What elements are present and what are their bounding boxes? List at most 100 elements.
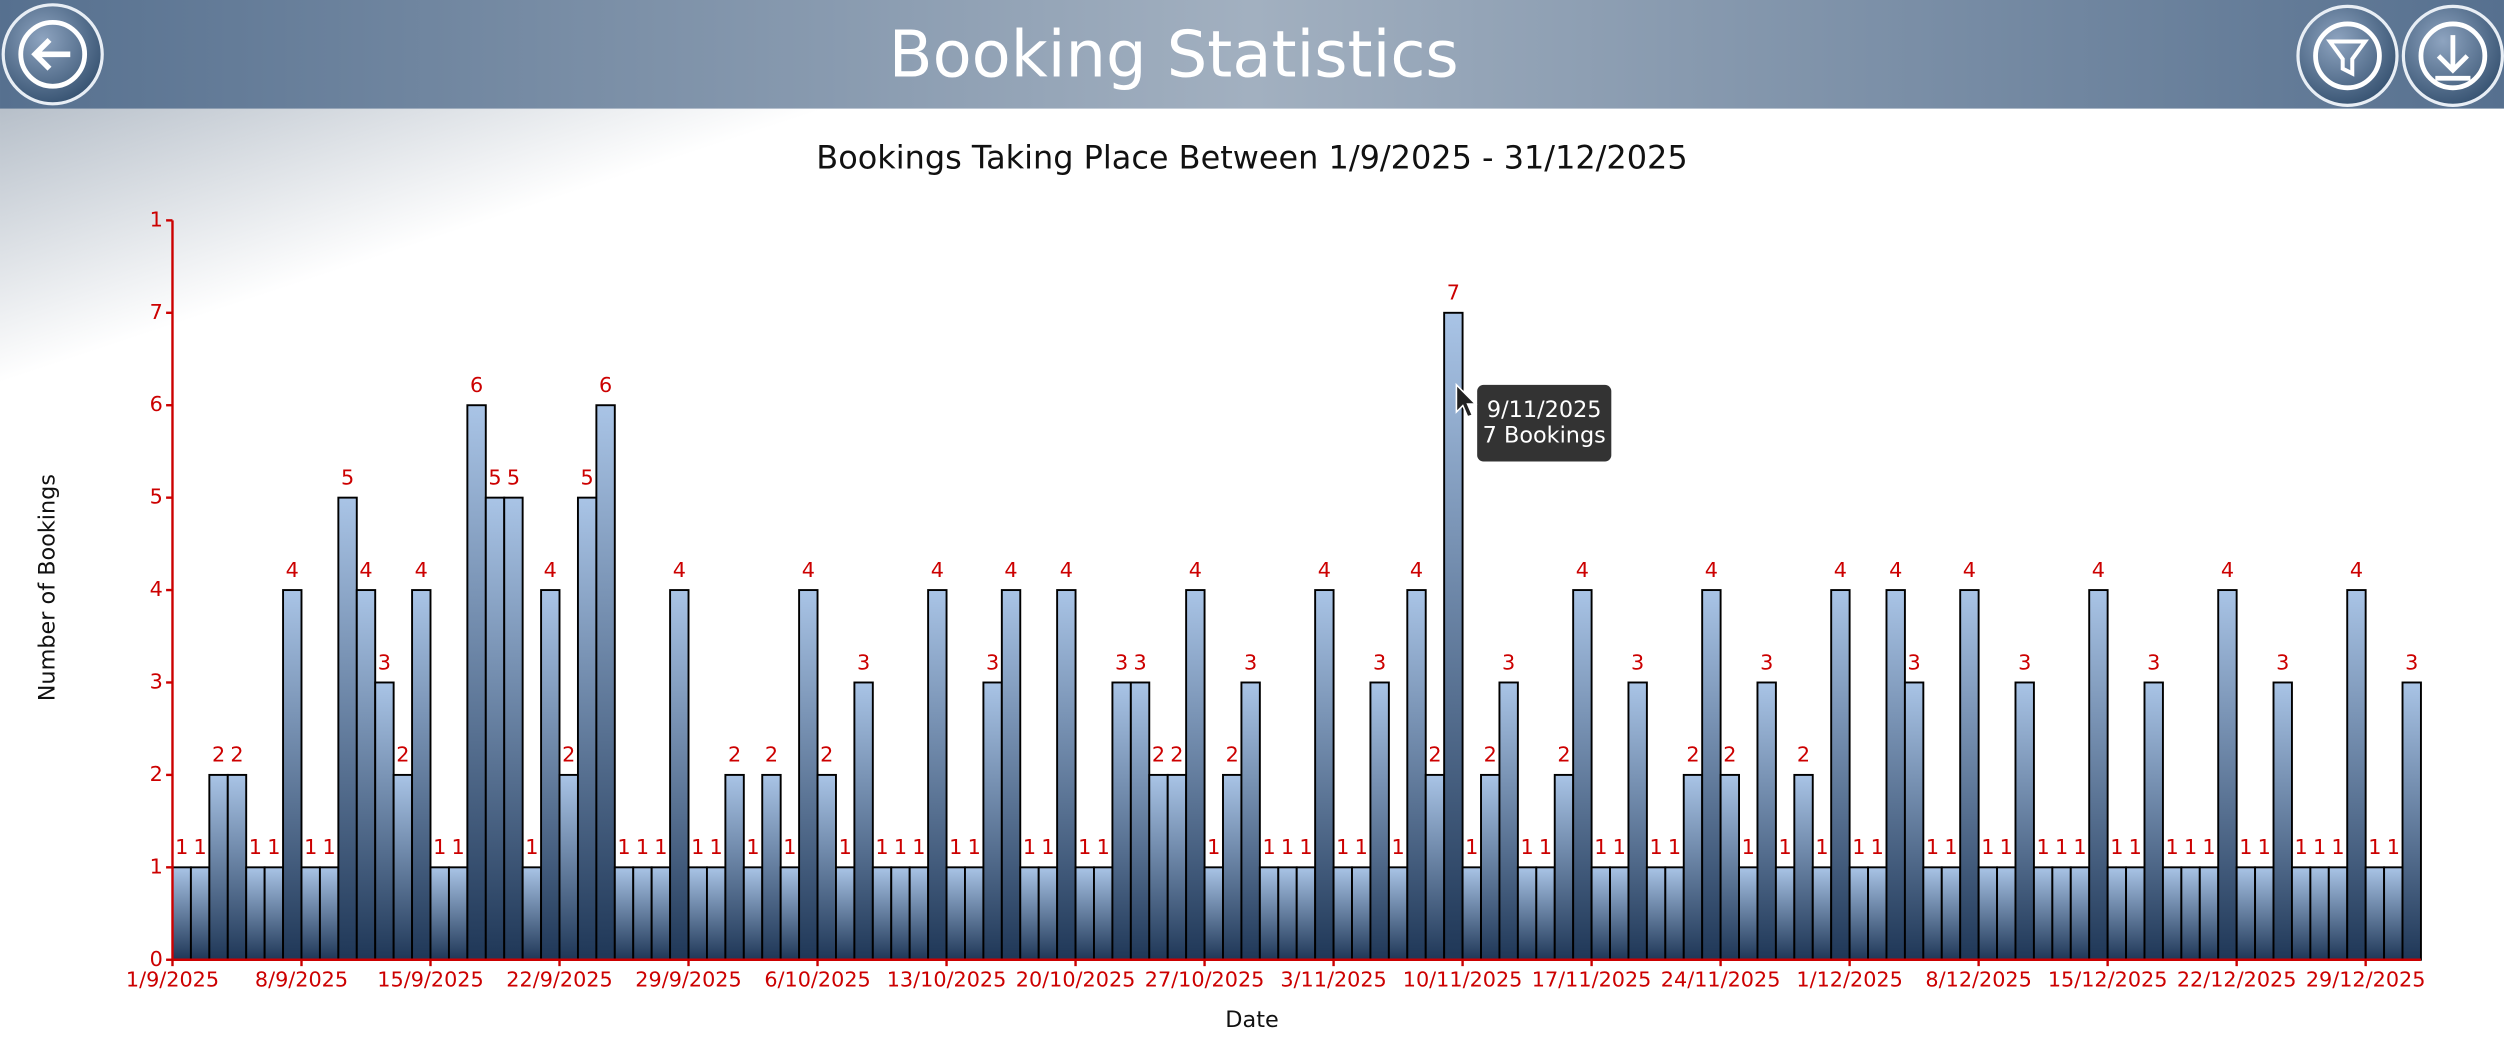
bar [1774,866,1796,961]
bar [318,866,340,961]
data-label: 1 [1078,835,1091,859]
bar [1516,866,1538,961]
data-label: 1 [267,835,280,859]
x-tick-label: 10/11/2025 [1403,968,1523,992]
data-label: 2 [820,743,833,767]
data-label: 3 [378,650,391,674]
bar [1664,866,1685,961]
bar [2254,866,2275,961]
tooltip-text: 9/11/2025 [1487,397,1602,423]
bar [1332,866,1353,961]
bar [1019,866,1040,961]
bar [2161,866,2183,961]
x-tick-label: 29/9/2025 [635,968,741,992]
bar [1848,866,1870,961]
y-tick-label: 1 [150,207,163,231]
bar [1922,866,1943,961]
data-label: 1 [839,835,852,859]
data-label: 1 [1815,835,1828,859]
bar [890,866,911,961]
data-label: 2 [1797,743,1810,767]
data-label: 4 [1060,558,1073,582]
data-label: 1 [2110,835,2123,859]
x-tick-label: 22/12/2025 [2177,968,2297,992]
bar [1129,681,1151,961]
bar [1682,773,1704,961]
y-tick-label: 6 [150,392,163,416]
data-label: 1 [2166,835,2179,859]
data-label: 1 [2258,835,2271,859]
bar [1295,866,1317,961]
filter-button[interactable] [2296,4,2399,107]
cursor [1455,382,1478,418]
x-tick-label: 13/10/2025 [887,968,1007,992]
bar [835,866,856,961]
bar [1940,866,1962,961]
bar [1572,589,1593,961]
bar [927,589,948,961]
data-label: 4 [1004,558,1017,582]
bar [595,404,616,961]
data-label: 2 [1152,743,1165,767]
data-label: 5 [488,465,501,489]
x-tick-label: 3/11/2025 [1280,968,1386,992]
data-label: 1 [2073,835,2086,859]
bar [1535,866,1556,961]
bar [1387,866,1409,961]
bar [521,866,543,961]
bar [484,496,506,961]
bar [171,866,192,961]
x-tick-label: 24/11/2025 [1661,968,1781,992]
bar [282,589,303,961]
data-label: 1 [968,835,981,859]
data-label: 5 [341,465,354,489]
data-label: 1 [175,835,188,859]
bar [632,866,653,961]
data-label: 1 [1926,835,1939,859]
data-label: 1 [1299,835,1312,859]
data-label: 1 [249,835,262,859]
back-button[interactable] [1,3,104,106]
bar [2364,866,2386,961]
bar [1314,589,1335,961]
bar [669,589,690,961]
chart-title: Bookings Taking Place Between 1/9/2025 -… [816,139,1687,177]
bar [2383,866,2404,961]
data-label: 2 [230,743,243,767]
data-label: 4 [1834,558,1847,582]
bar [945,866,966,961]
bar [1203,866,1224,961]
bar [964,866,985,961]
x-tick-label: 17/11/2025 [1532,968,1652,992]
bar [1185,589,1206,961]
bar [650,866,672,961]
data-label: 1 [2037,835,2050,859]
y-tick-label: 0 [150,947,163,971]
data-label: 3 [2147,650,2160,674]
data-label: 4 [1410,558,1423,582]
data-label: 1 [323,835,336,859]
data-label: 4 [2092,558,2105,582]
data-label: 3 [1502,650,1515,674]
data-label: 2 [1484,743,1497,767]
data-label: 1 [1207,835,1220,859]
data-label: 3 [1133,650,1146,674]
bar [1609,866,1630,961]
bar [2235,866,2257,961]
bar [1000,589,1022,961]
bar [1369,681,1390,961]
bar [2272,681,2293,961]
x-axis-label: Date [1225,1007,1278,1033]
data-label: 3 [2405,650,2418,674]
bar [1037,866,1059,961]
data-label: 3 [1115,650,1128,674]
data-label: 2 [1226,743,1239,767]
data-label: 1 [1336,835,1349,859]
data-label: 1 [1871,835,1884,859]
download-button[interactable] [2401,4,2504,107]
bar [466,404,487,961]
bar [1719,773,1740,961]
data-label: 4 [2350,558,2363,582]
